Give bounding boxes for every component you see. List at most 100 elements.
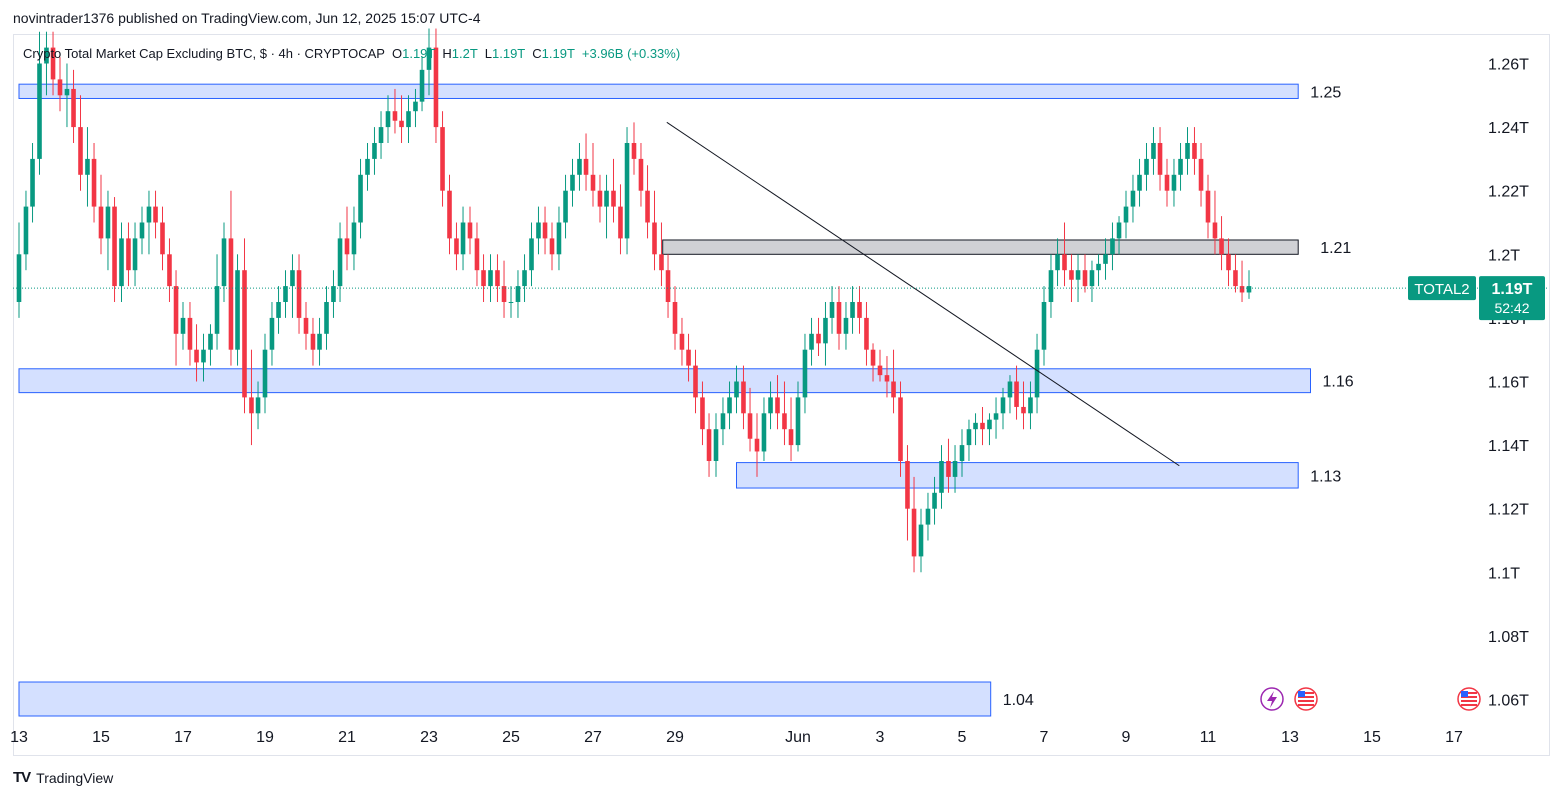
candle bbox=[167, 238, 172, 302]
candle bbox=[1185, 127, 1190, 175]
candle-body bbox=[372, 143, 377, 159]
candle bbox=[1151, 127, 1156, 175]
candle bbox=[1096, 254, 1101, 287]
candle-body bbox=[1034, 349, 1040, 398]
candle-body bbox=[631, 143, 637, 159]
candle-body bbox=[932, 492, 937, 509]
chart-frame[interactable] bbox=[13, 34, 1550, 756]
candle-body bbox=[460, 222, 466, 255]
candle-body bbox=[1219, 238, 1224, 255]
candle bbox=[1048, 254, 1054, 318]
candle bbox=[891, 349, 896, 414]
symbol-tag bbox=[1408, 276, 1476, 301]
candle bbox=[980, 406, 985, 446]
candle bbox=[618, 184, 623, 255]
candle-body bbox=[501, 286, 507, 302]
candle bbox=[768, 381, 773, 430]
symbol-title[interactable]: Crypto Total Market Cap Excluding BTC, $… bbox=[23, 46, 385, 61]
candle bbox=[324, 286, 329, 350]
candle-body bbox=[1164, 174, 1170, 191]
candle-body bbox=[911, 508, 917, 557]
candle bbox=[775, 375, 780, 430]
candle bbox=[939, 445, 944, 509]
candle bbox=[78, 95, 83, 191]
candle-body bbox=[474, 238, 480, 271]
candle-body bbox=[1198, 158, 1204, 191]
x-tick-label: 27 bbox=[584, 729, 602, 746]
tradingview-logo[interactable]: TV TradingView bbox=[13, 769, 113, 786]
candle-body bbox=[78, 127, 83, 175]
candle-body bbox=[228, 238, 234, 350]
candle bbox=[932, 476, 937, 525]
candle bbox=[474, 222, 480, 287]
candle-body bbox=[706, 429, 712, 461]
x-tick-label: 17 bbox=[174, 729, 192, 746]
price-tag-value: 1.19T bbox=[1492, 281, 1533, 298]
candle bbox=[911, 476, 917, 573]
candle bbox=[1205, 174, 1211, 239]
candle bbox=[139, 206, 145, 255]
candle bbox=[508, 286, 514, 318]
candle bbox=[71, 69, 76, 143]
candle bbox=[1198, 143, 1204, 207]
candle bbox=[296, 254, 302, 334]
y-tick-label: 1.06T bbox=[1488, 693, 1529, 710]
candle-body bbox=[980, 422, 985, 430]
candle-body bbox=[672, 302, 678, 334]
candle bbox=[1178, 143, 1183, 191]
zone-1-04 bbox=[18, 681, 992, 717]
candle bbox=[522, 254, 527, 302]
candle bbox=[823, 302, 828, 366]
candle bbox=[604, 174, 609, 239]
tradingview-logo-icon: TV bbox=[13, 769, 31, 786]
candle-body bbox=[836, 302, 842, 334]
candle-body bbox=[98, 206, 104, 239]
candle bbox=[460, 206, 466, 271]
candle bbox=[1157, 127, 1163, 191]
candle bbox=[1116, 216, 1122, 255]
candle-body bbox=[419, 69, 425, 102]
candle bbox=[624, 127, 630, 255]
x-tick-label: 11 bbox=[1200, 729, 1217, 746]
zone-label-1-04: 1.04 bbox=[1003, 692, 1034, 709]
candle bbox=[659, 222, 664, 287]
y-tick-label: 1.14T bbox=[1488, 438, 1529, 455]
candle-body bbox=[1178, 158, 1183, 175]
candle-body bbox=[645, 190, 650, 223]
bar-countdown: 52:42 bbox=[1494, 300, 1529, 316]
candle bbox=[556, 206, 562, 271]
candle-body bbox=[1205, 190, 1211, 223]
candle-body bbox=[201, 349, 206, 363]
candle bbox=[570, 158, 575, 207]
candle-body bbox=[905, 461, 910, 509]
candle-body bbox=[1041, 302, 1047, 350]
candle-body bbox=[331, 286, 336, 302]
candle bbox=[747, 387, 753, 452]
candle-body bbox=[638, 158, 644, 191]
tradingview-brand: TradingView bbox=[36, 769, 114, 786]
zone-1-25 bbox=[18, 83, 1299, 99]
candle-body bbox=[515, 286, 521, 302]
candle-body bbox=[132, 238, 138, 271]
candle bbox=[672, 286, 678, 350]
candle-body bbox=[1144, 158, 1149, 175]
candle-body bbox=[413, 101, 418, 112]
candle-body bbox=[146, 206, 152, 223]
candle bbox=[276, 286, 281, 334]
candle-body bbox=[734, 381, 739, 398]
candle bbox=[365, 143, 370, 191]
candle bbox=[1226, 238, 1231, 287]
candle-body bbox=[57, 79, 63, 96]
candle-body bbox=[864, 317, 869, 350]
candle bbox=[208, 324, 213, 366]
candle bbox=[440, 111, 445, 207]
candle-body bbox=[296, 270, 302, 318]
candle bbox=[194, 324, 199, 382]
candle-body bbox=[447, 190, 452, 239]
candle-body bbox=[481, 270, 486, 287]
candle bbox=[788, 397, 794, 461]
candle bbox=[57, 57, 63, 112]
candle-body bbox=[283, 286, 288, 302]
candle-body bbox=[891, 381, 896, 398]
